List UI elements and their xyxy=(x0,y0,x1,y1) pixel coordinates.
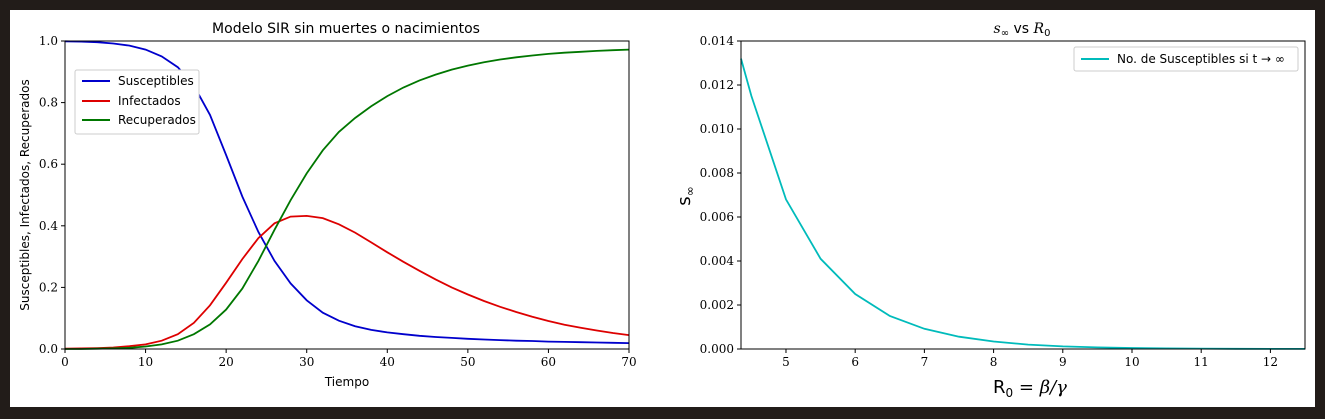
sir-plot-frame xyxy=(64,40,630,350)
s-infinity-x-tick-label: 9 xyxy=(1059,355,1067,369)
s-infinity-x-axis-label: R0 = β/γ xyxy=(993,377,1067,400)
s-infinity-x-tick-label: 6 xyxy=(851,355,859,369)
sir-y-ticks: 0.0 0.2 0.4 0.6 0.8 1.0 xyxy=(39,34,65,356)
sir-x-tick-label: 60 xyxy=(541,355,556,369)
s-infinity-x-tick-label: 7 xyxy=(921,355,929,369)
figure-canvas: Modelo SIR sin muertes o nacimientos 0 10… xyxy=(10,10,1315,407)
sir-legend-box xyxy=(74,69,200,135)
sir-chart-title: Modelo SIR sin muertes o nacimientos xyxy=(212,21,480,37)
s-infinity-y-tick-label: 0.014 xyxy=(700,34,735,48)
sir-series-lines xyxy=(64,40,630,350)
s-infinity-x-tick-label: 12 xyxy=(1263,355,1278,369)
sir-x-tick-label: 0 xyxy=(61,355,69,369)
s-infinity-y-tick-label: 0.008 xyxy=(700,166,734,180)
s-infinity-x-tick-label: 11 xyxy=(1194,355,1209,369)
s-infinity-series-line-0 xyxy=(740,58,1305,350)
s-infinity-x-tick-label: 10 xyxy=(1124,355,1139,369)
sir-chart: Modelo SIR sin muertes o nacimientos 0 10… xyxy=(18,21,637,389)
sir-series-line-2 xyxy=(65,48,630,350)
sir-x-tick-label: 50 xyxy=(460,355,475,369)
sir-x-axis-label: Tiempo xyxy=(324,375,369,389)
s-infinity-series-lines xyxy=(740,58,1305,350)
s-infinity-y-axis-label: s∞ xyxy=(674,186,697,205)
legend-label-susceptibles-infinity: No. de Susceptibles si t → ∞ xyxy=(1117,52,1285,66)
s-infinity-x-ticks: 5 6 7 8 9 10 11 12 xyxy=(782,349,1278,369)
sir-x-tick-label: 30 xyxy=(299,355,314,369)
sir-y-tick-label: 0.6 xyxy=(39,157,58,171)
sir-y-axis-label: Susceptibles, Infectados, Recuperados xyxy=(18,79,32,310)
s-infinity-y-tick-label: 0.000 xyxy=(700,342,734,356)
s-infinity-chart: s∞ vs R0 5 6 7 8 9 10 11 12 0.0000.0020.0040.00… xyxy=(674,21,1306,400)
sir-y-tick-label: 0.2 xyxy=(39,280,58,294)
s-infinity-y-tick-label: 0.006 xyxy=(700,210,734,224)
s-infinity-chart-title: s∞ vs R0 xyxy=(994,21,1051,39)
s-infinity-y-tick-label: 0.004 xyxy=(700,254,735,268)
s-infinity-plot-frame xyxy=(740,40,1306,350)
sir-y-tick-label: 0.8 xyxy=(39,96,58,110)
s-infinity-y-tick-label: 0.010 xyxy=(700,122,734,136)
sir-legend: Susceptibles Infectados Recuperados xyxy=(74,69,200,135)
s-infinity-y-ticks: 0.000 0.002 0.004 0.006 0.008 0.010 0.012 0.014 xyxy=(700,34,741,356)
s-infinity-legend: No. de Susceptibles si t → ∞ xyxy=(1073,46,1299,72)
sir-x-tick-label: 70 xyxy=(621,355,636,369)
sir-y-tick-label: 0.4 xyxy=(39,219,58,233)
figure-svg: Modelo SIR sin muertes o nacimientos 0 10… xyxy=(18,21,1306,400)
s-infinity-y-tick-label: 0.002 xyxy=(700,298,734,312)
legend-label-infectados: Infectados xyxy=(118,94,181,108)
s-infinity-x-tick-label: 5 xyxy=(782,355,790,369)
sir-series-line-0 xyxy=(64,40,630,344)
sir-y-tick-label: 0.0 xyxy=(39,342,58,356)
s-infinity-legend-box xyxy=(1073,46,1299,72)
sir-x-tick-label: 20 xyxy=(219,355,234,369)
sir-x-ticks: 0 10 20 30 40 50 60 70 xyxy=(61,349,637,369)
sir-x-tick-label: 10 xyxy=(138,355,153,369)
s-infinity-x-tick-label: 8 xyxy=(990,355,998,369)
legend-label-susceptibles: Susceptibles xyxy=(118,74,194,88)
s-infinity-y-tick-label: 0.012 xyxy=(700,78,734,92)
sir-y-tick-label: 1.0 xyxy=(39,34,58,48)
sir-series-line-1 xyxy=(64,214,630,350)
legend-label-recuperados: Recuperados xyxy=(118,113,196,127)
sir-x-tick-label: 40 xyxy=(380,355,395,369)
